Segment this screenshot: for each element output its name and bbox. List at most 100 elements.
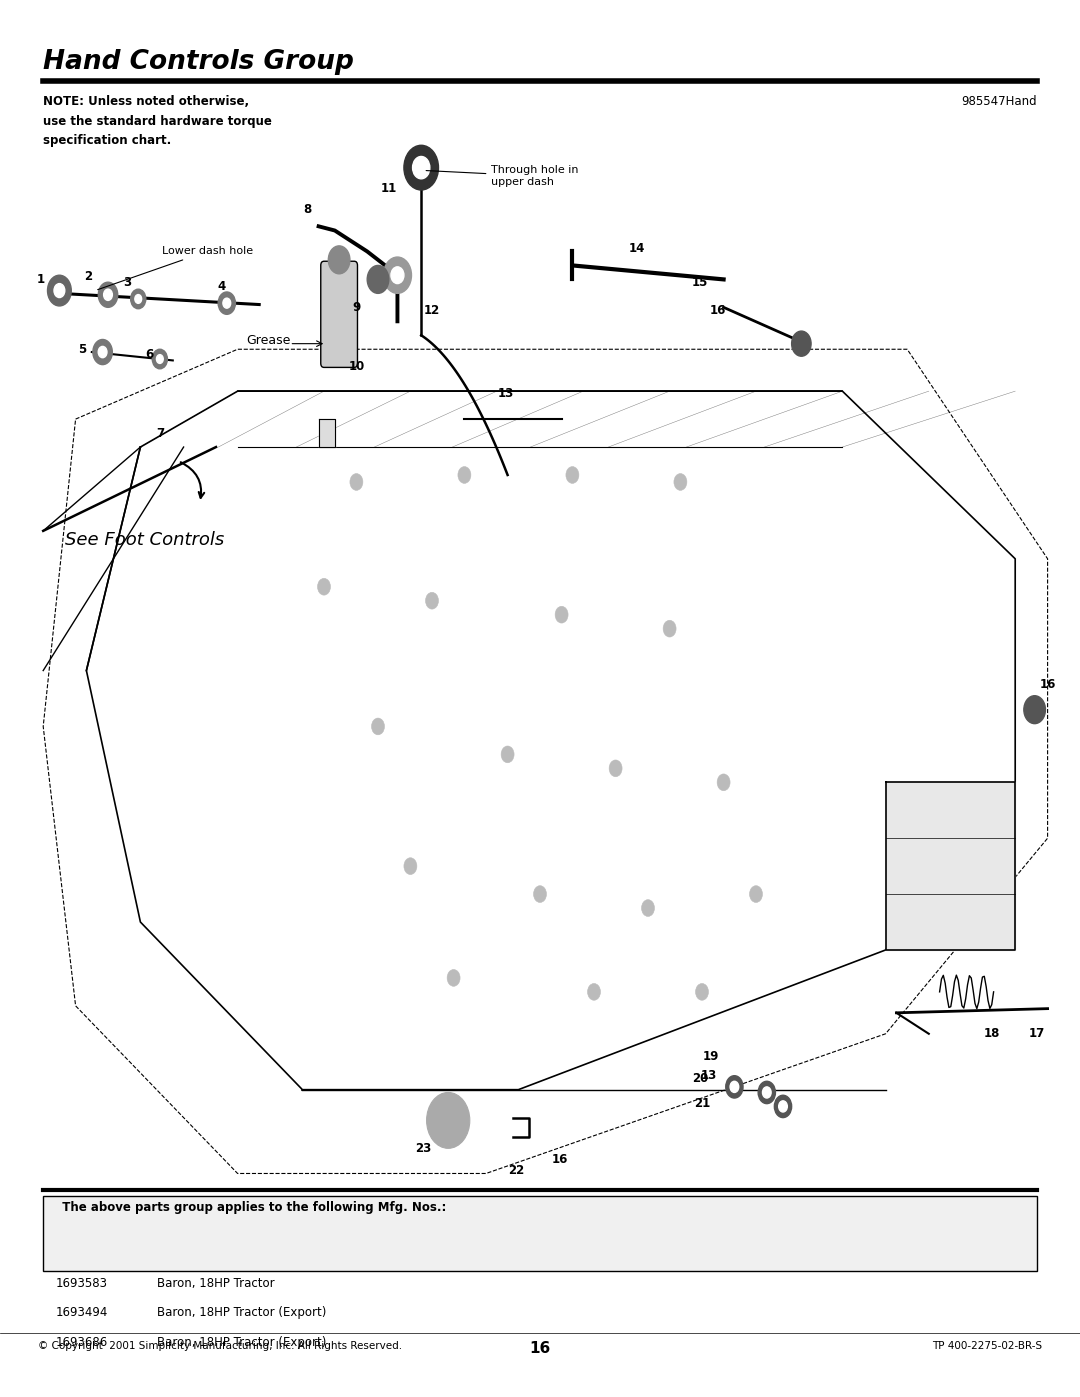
Circle shape bbox=[396, 848, 424, 884]
Circle shape bbox=[717, 774, 730, 791]
Text: © Copyright  2001 Simplicity Manufacturing, Inc. All Rights Reserved.: © Copyright 2001 Simplicity Manufacturin… bbox=[38, 1341, 402, 1351]
Text: use the standard hardware torque: use the standard hardware torque bbox=[43, 115, 272, 127]
Circle shape bbox=[440, 960, 468, 996]
Circle shape bbox=[383, 257, 411, 293]
Circle shape bbox=[404, 145, 438, 190]
Text: 12: 12 bbox=[423, 303, 441, 317]
Circle shape bbox=[93, 339, 112, 365]
Circle shape bbox=[310, 569, 338, 605]
Text: Through hole in
upper dash: Through hole in upper dash bbox=[427, 165, 579, 187]
Circle shape bbox=[642, 900, 654, 916]
Circle shape bbox=[609, 760, 622, 777]
Text: 13: 13 bbox=[700, 1069, 717, 1083]
Text: Baron, 18HP Tractor (Export): Baron, 18HP Tractor (Export) bbox=[157, 1306, 326, 1319]
Circle shape bbox=[427, 1092, 470, 1148]
Circle shape bbox=[588, 983, 600, 1000]
Text: 17: 17 bbox=[1028, 1027, 1045, 1041]
Text: 16: 16 bbox=[1039, 678, 1056, 692]
Text: 8: 8 bbox=[303, 203, 312, 217]
Text: 3: 3 bbox=[123, 275, 132, 289]
Circle shape bbox=[318, 578, 330, 595]
Text: specification chart.: specification chart. bbox=[43, 134, 172, 147]
Circle shape bbox=[98, 346, 107, 358]
Circle shape bbox=[634, 890, 662, 926]
Circle shape bbox=[602, 750, 630, 787]
Circle shape bbox=[792, 331, 811, 356]
Circle shape bbox=[666, 464, 694, 500]
Circle shape bbox=[104, 289, 112, 300]
Text: 16: 16 bbox=[551, 1153, 568, 1166]
Circle shape bbox=[558, 457, 586, 493]
Circle shape bbox=[742, 876, 770, 912]
Circle shape bbox=[779, 1101, 787, 1112]
Circle shape bbox=[48, 275, 71, 306]
Text: Baron, 18HP Tractor: Baron, 18HP Tractor bbox=[157, 1277, 274, 1289]
Text: NOTE: Unless noted otherwise,: NOTE: Unless noted otherwise, bbox=[43, 95, 249, 108]
Circle shape bbox=[131, 289, 146, 309]
Text: 19: 19 bbox=[702, 1049, 719, 1063]
Circle shape bbox=[54, 284, 65, 298]
Text: Hand Controls Group: Hand Controls Group bbox=[43, 49, 354, 75]
Circle shape bbox=[157, 355, 163, 363]
Text: The above parts group applies to the following Mfg. Nos.:: The above parts group applies to the fol… bbox=[54, 1201, 446, 1214]
Circle shape bbox=[663, 620, 676, 637]
Text: 16: 16 bbox=[529, 1341, 551, 1356]
Circle shape bbox=[426, 592, 438, 609]
Circle shape bbox=[696, 983, 708, 1000]
Circle shape bbox=[548, 597, 576, 633]
Circle shape bbox=[391, 267, 404, 284]
Circle shape bbox=[656, 610, 684, 647]
Text: 2: 2 bbox=[84, 270, 93, 284]
Text: 21: 21 bbox=[693, 1097, 711, 1111]
Circle shape bbox=[726, 1076, 743, 1098]
Circle shape bbox=[418, 583, 446, 619]
Text: 11: 11 bbox=[380, 182, 397, 196]
Text: 14: 14 bbox=[629, 242, 646, 256]
Circle shape bbox=[413, 156, 430, 179]
Circle shape bbox=[342, 464, 370, 500]
Circle shape bbox=[152, 349, 167, 369]
Text: 1693686: 1693686 bbox=[56, 1336, 108, 1348]
Circle shape bbox=[350, 474, 363, 490]
Circle shape bbox=[98, 282, 118, 307]
Text: 23: 23 bbox=[415, 1141, 432, 1155]
Circle shape bbox=[750, 886, 762, 902]
Circle shape bbox=[458, 467, 471, 483]
Circle shape bbox=[222, 298, 231, 309]
Circle shape bbox=[450, 457, 478, 493]
FancyBboxPatch shape bbox=[321, 261, 357, 367]
Text: Lower dash hole: Lower dash hole bbox=[97, 246, 253, 289]
Circle shape bbox=[580, 974, 608, 1010]
Circle shape bbox=[688, 974, 716, 1010]
Text: 1693494: 1693494 bbox=[56, 1306, 108, 1319]
Circle shape bbox=[372, 718, 384, 735]
Text: 4: 4 bbox=[217, 279, 226, 293]
Circle shape bbox=[534, 886, 546, 902]
Circle shape bbox=[367, 265, 389, 293]
Text: 16: 16 bbox=[710, 303, 727, 317]
Circle shape bbox=[135, 295, 141, 303]
Text: 15: 15 bbox=[691, 275, 708, 289]
Circle shape bbox=[447, 970, 460, 986]
Polygon shape bbox=[886, 782, 1015, 950]
Text: Baron, 18HP Tractor (Export): Baron, 18HP Tractor (Export) bbox=[157, 1336, 326, 1348]
Text: 1: 1 bbox=[37, 272, 45, 286]
Circle shape bbox=[501, 746, 514, 763]
Text: TP 400-2275-02-BR-S: TP 400-2275-02-BR-S bbox=[932, 1341, 1042, 1351]
Text: 6: 6 bbox=[145, 348, 153, 362]
Text: See Foot Controls: See Foot Controls bbox=[65, 531, 224, 549]
Text: 22: 22 bbox=[508, 1164, 525, 1178]
Circle shape bbox=[218, 292, 235, 314]
FancyBboxPatch shape bbox=[43, 1196, 1037, 1271]
Circle shape bbox=[328, 246, 350, 274]
Polygon shape bbox=[319, 419, 335, 447]
Circle shape bbox=[494, 736, 522, 773]
Circle shape bbox=[566, 467, 579, 483]
Text: 985547Hand: 985547Hand bbox=[961, 95, 1037, 108]
Text: 10: 10 bbox=[348, 359, 365, 373]
Circle shape bbox=[364, 708, 392, 745]
Circle shape bbox=[730, 1081, 739, 1092]
Circle shape bbox=[1024, 696, 1045, 724]
Text: Grease: Grease bbox=[246, 334, 291, 346]
Text: 5: 5 bbox=[78, 342, 86, 356]
